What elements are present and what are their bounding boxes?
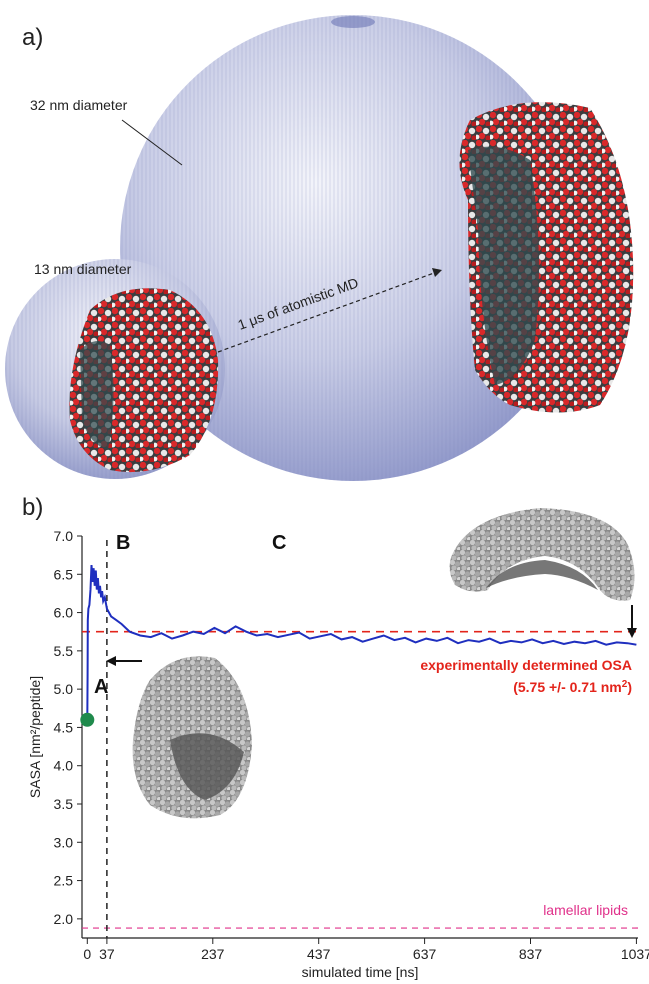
y-tick-label: 5.5	[54, 643, 74, 659]
start-state-label: A	[94, 676, 108, 698]
y-tick-label: 3.5	[54, 796, 74, 812]
x-tick-label: 37	[99, 946, 115, 962]
x-tick-label: 0	[83, 946, 91, 962]
start-point-marker	[80, 712, 95, 727]
y-tick-label: 6.5	[54, 566, 74, 582]
y-tick-label: 5.0	[54, 681, 74, 697]
final-micelle-snapshot	[449, 508, 635, 601]
x-tick-label: 437	[307, 946, 331, 962]
large-sphere-diameter-label: 32 nm diameter	[30, 97, 128, 113]
y-tick-label: 6.0	[54, 605, 74, 621]
large-sphere-pointer-line	[121, 119, 183, 166]
x-tick-label: 837	[519, 946, 543, 962]
x-tick-label: 637	[413, 946, 437, 962]
y-tick-label: 3.0	[54, 834, 74, 850]
y-ticks: 2.0 2.5 3.0 3.5 4.0 4.5 5.0 5.5 6.0 6.5 7.0	[54, 528, 82, 927]
x-tick-label: 237	[201, 946, 225, 962]
x-tick-label: 1037	[621, 946, 649, 962]
end-arrow	[627, 605, 637, 638]
md-arrow	[217, 268, 442, 353]
panel-a-label: a)	[22, 24, 43, 51]
y-axis-title: SASA [nm²/peptide]	[27, 676, 43, 798]
panel-b-label: b)	[22, 494, 43, 521]
experimental-osa-label: experimentally determined OSA	[420, 657, 632, 673]
small-micelle-structure	[69, 288, 219, 473]
region-c-label: C	[272, 532, 286, 554]
sasa-series-line	[86, 565, 637, 720]
initial-micelle-snapshot	[132, 656, 252, 819]
region-b-label: B	[116, 532, 130, 554]
y-tick-label: 2.0	[54, 911, 74, 927]
plot-axes	[81, 536, 638, 939]
y-tick-label: 4.5	[54, 719, 74, 735]
y-tick-label: 2.5	[54, 873, 74, 889]
x-axis-title: simulated time [ns]	[302, 964, 419, 980]
lamellar-lipids-label: lamellar lipids	[543, 902, 628, 918]
y-tick-label: 4.0	[54, 758, 74, 774]
y-tick-label: 7.0	[54, 528, 74, 544]
small-sphere-diameter-label: 13 nm diameter	[34, 261, 132, 277]
experimental-osa-value: (5.75 +/- 0.71 nm2)	[513, 679, 632, 696]
large-micelle-structure	[459, 102, 634, 413]
start-arrow	[106, 656, 142, 666]
x-ticks: 0 37 237 437 637 837 1037	[83, 938, 649, 962]
